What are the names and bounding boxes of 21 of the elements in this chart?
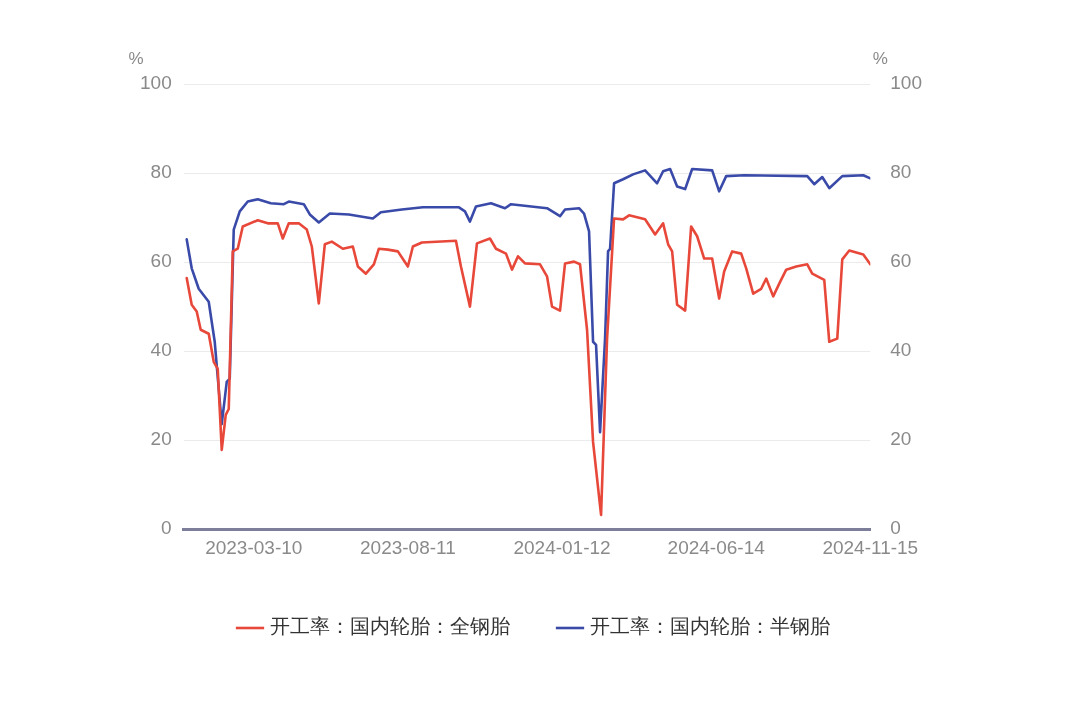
y-tick-label: 60 [150,250,172,272]
x-tick-label: 2024-01-12 [513,536,611,558]
y2-tick-label: 100 [890,72,922,94]
legend-label: 开工率：国内轮胎：半钢胎 [590,614,830,639]
y-tick-label: 20 [150,428,172,450]
y2-tick-label: 20 [890,428,912,450]
y2-tick-label: 60 [890,250,912,272]
x-tick-label: 2024-11-15 [822,536,919,558]
y-axis-title: % [128,49,144,69]
y2-tick-label: 0 [890,517,901,539]
y-tick-label: 80 [150,161,172,183]
y-tick-label: 0 [161,517,172,539]
legend-label: 开工率：国内轮胎：全钢胎 [270,614,510,639]
y-tick-label: 100 [140,72,172,94]
x-tick-label: 2024-06-14 [667,536,766,558]
y2-tick-label: 40 [890,339,912,361]
x-tick-label: 2023-08-11 [360,536,456,558]
y-tick-label: 40 [150,339,172,361]
y2-tick-label: 80 [890,161,912,183]
x-tick-label: 2023-03-10 [205,536,303,558]
y2-axis-title: % [872,49,888,69]
